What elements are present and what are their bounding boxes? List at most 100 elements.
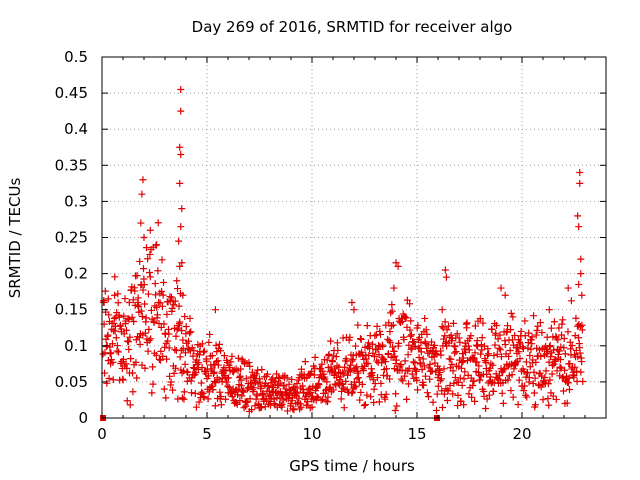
data-point xyxy=(398,317,406,325)
data-point xyxy=(170,369,178,377)
data-point xyxy=(558,331,566,339)
data-point xyxy=(124,315,132,323)
data-point xyxy=(367,365,375,373)
data-point xyxy=(191,364,199,372)
data-point xyxy=(127,355,135,363)
data-point xyxy=(504,322,512,330)
data-point xyxy=(158,302,166,310)
data-point xyxy=(375,398,383,406)
data-point xyxy=(414,386,422,394)
data-point xyxy=(186,329,194,337)
data-point xyxy=(104,331,112,339)
data-point xyxy=(508,336,516,344)
data-point xyxy=(428,338,436,346)
data-point xyxy=(496,346,504,354)
data-point xyxy=(172,332,180,340)
data-point xyxy=(168,304,176,312)
data-point xyxy=(520,387,528,395)
data-point xyxy=(133,374,141,382)
data-point xyxy=(288,375,296,383)
data-point xyxy=(115,348,123,356)
data-point xyxy=(414,321,422,329)
data-point-peak xyxy=(178,205,186,213)
data-point xyxy=(217,347,225,355)
data-point xyxy=(529,380,537,388)
data-point xyxy=(546,376,554,384)
data-point xyxy=(444,387,452,395)
data-point xyxy=(431,341,439,349)
data-point xyxy=(148,389,156,397)
data-point xyxy=(114,299,122,307)
data-point xyxy=(540,378,548,386)
data-point-peak xyxy=(134,298,142,306)
data-point xyxy=(123,397,131,405)
y-tick-label: 0.5 xyxy=(64,48,88,66)
data-point xyxy=(555,324,563,332)
data-point-peak xyxy=(441,266,449,274)
data-point xyxy=(154,267,162,275)
data-point xyxy=(404,380,412,388)
data-point xyxy=(490,387,498,395)
data-point xyxy=(131,287,139,295)
data-point xyxy=(407,317,415,325)
data-point xyxy=(389,343,397,351)
data-point xyxy=(409,358,417,366)
data-point xyxy=(250,384,258,392)
data-point xyxy=(322,385,330,393)
data-point xyxy=(119,355,127,363)
data-point xyxy=(236,372,244,380)
data-point xyxy=(446,381,454,389)
data-point xyxy=(157,347,165,355)
data-point-peak xyxy=(178,259,186,267)
data-point xyxy=(474,342,482,350)
data-point xyxy=(443,326,451,334)
data-point xyxy=(407,345,415,353)
data-point xyxy=(109,376,117,384)
data-point xyxy=(353,375,361,383)
data-point xyxy=(387,309,395,317)
data-point xyxy=(334,346,342,354)
data-point xyxy=(359,367,367,375)
data-point xyxy=(363,322,371,330)
data-point xyxy=(438,323,446,331)
data-point xyxy=(454,378,462,386)
data-point xyxy=(257,403,265,411)
y-tick-label: 0.2 xyxy=(64,265,88,283)
data-point xyxy=(494,335,502,343)
data-point xyxy=(485,391,493,399)
data-point xyxy=(153,311,161,319)
data-point xyxy=(268,376,276,384)
data-point xyxy=(401,357,409,365)
data-point xyxy=(211,402,219,410)
data-point xyxy=(152,351,160,359)
data-point xyxy=(258,366,266,374)
data-point xyxy=(515,348,523,356)
data-point xyxy=(178,394,186,402)
data-point xyxy=(307,389,315,397)
data-point xyxy=(526,363,534,371)
data-point xyxy=(166,372,174,380)
data-point xyxy=(248,406,256,414)
data-point xyxy=(136,340,144,348)
data-point xyxy=(160,320,168,328)
data-point xyxy=(306,384,314,392)
data-point xyxy=(406,326,414,334)
data-point xyxy=(178,327,186,335)
data-point xyxy=(496,372,504,380)
data-point xyxy=(184,368,192,376)
data-point xyxy=(356,396,364,404)
y-tick-label: 0.4 xyxy=(64,120,88,138)
data-point xyxy=(155,355,163,363)
data-point xyxy=(289,405,297,413)
data-point xyxy=(422,326,430,334)
data-point xyxy=(277,390,285,398)
data-point xyxy=(205,372,213,380)
data-point xyxy=(341,363,349,371)
data-point xyxy=(441,318,449,326)
x-tick-label: 10 xyxy=(302,425,321,443)
data-point xyxy=(530,389,538,397)
data-point xyxy=(557,343,565,351)
data-point xyxy=(200,347,208,355)
data-point xyxy=(443,397,451,405)
data-point xyxy=(437,351,445,359)
